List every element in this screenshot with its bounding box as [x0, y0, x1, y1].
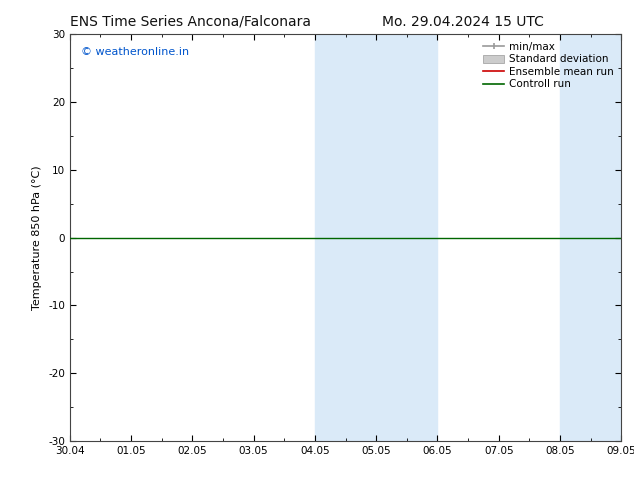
Text: ENS Time Series Ancona/Falconara: ENS Time Series Ancona/Falconara [70, 15, 311, 29]
Y-axis label: Temperature 850 hPa (°C): Temperature 850 hPa (°C) [32, 165, 42, 310]
Legend: min/max, Standard deviation, Ensemble mean run, Controll run: min/max, Standard deviation, Ensemble me… [481, 40, 616, 92]
Bar [315, 34, 437, 441]
Bar [560, 34, 621, 441]
Text: © weatheronline.in: © weatheronline.in [81, 47, 189, 56]
Text: Mo. 29.04.2024 15 UTC: Mo. 29.04.2024 15 UTC [382, 15, 544, 29]
